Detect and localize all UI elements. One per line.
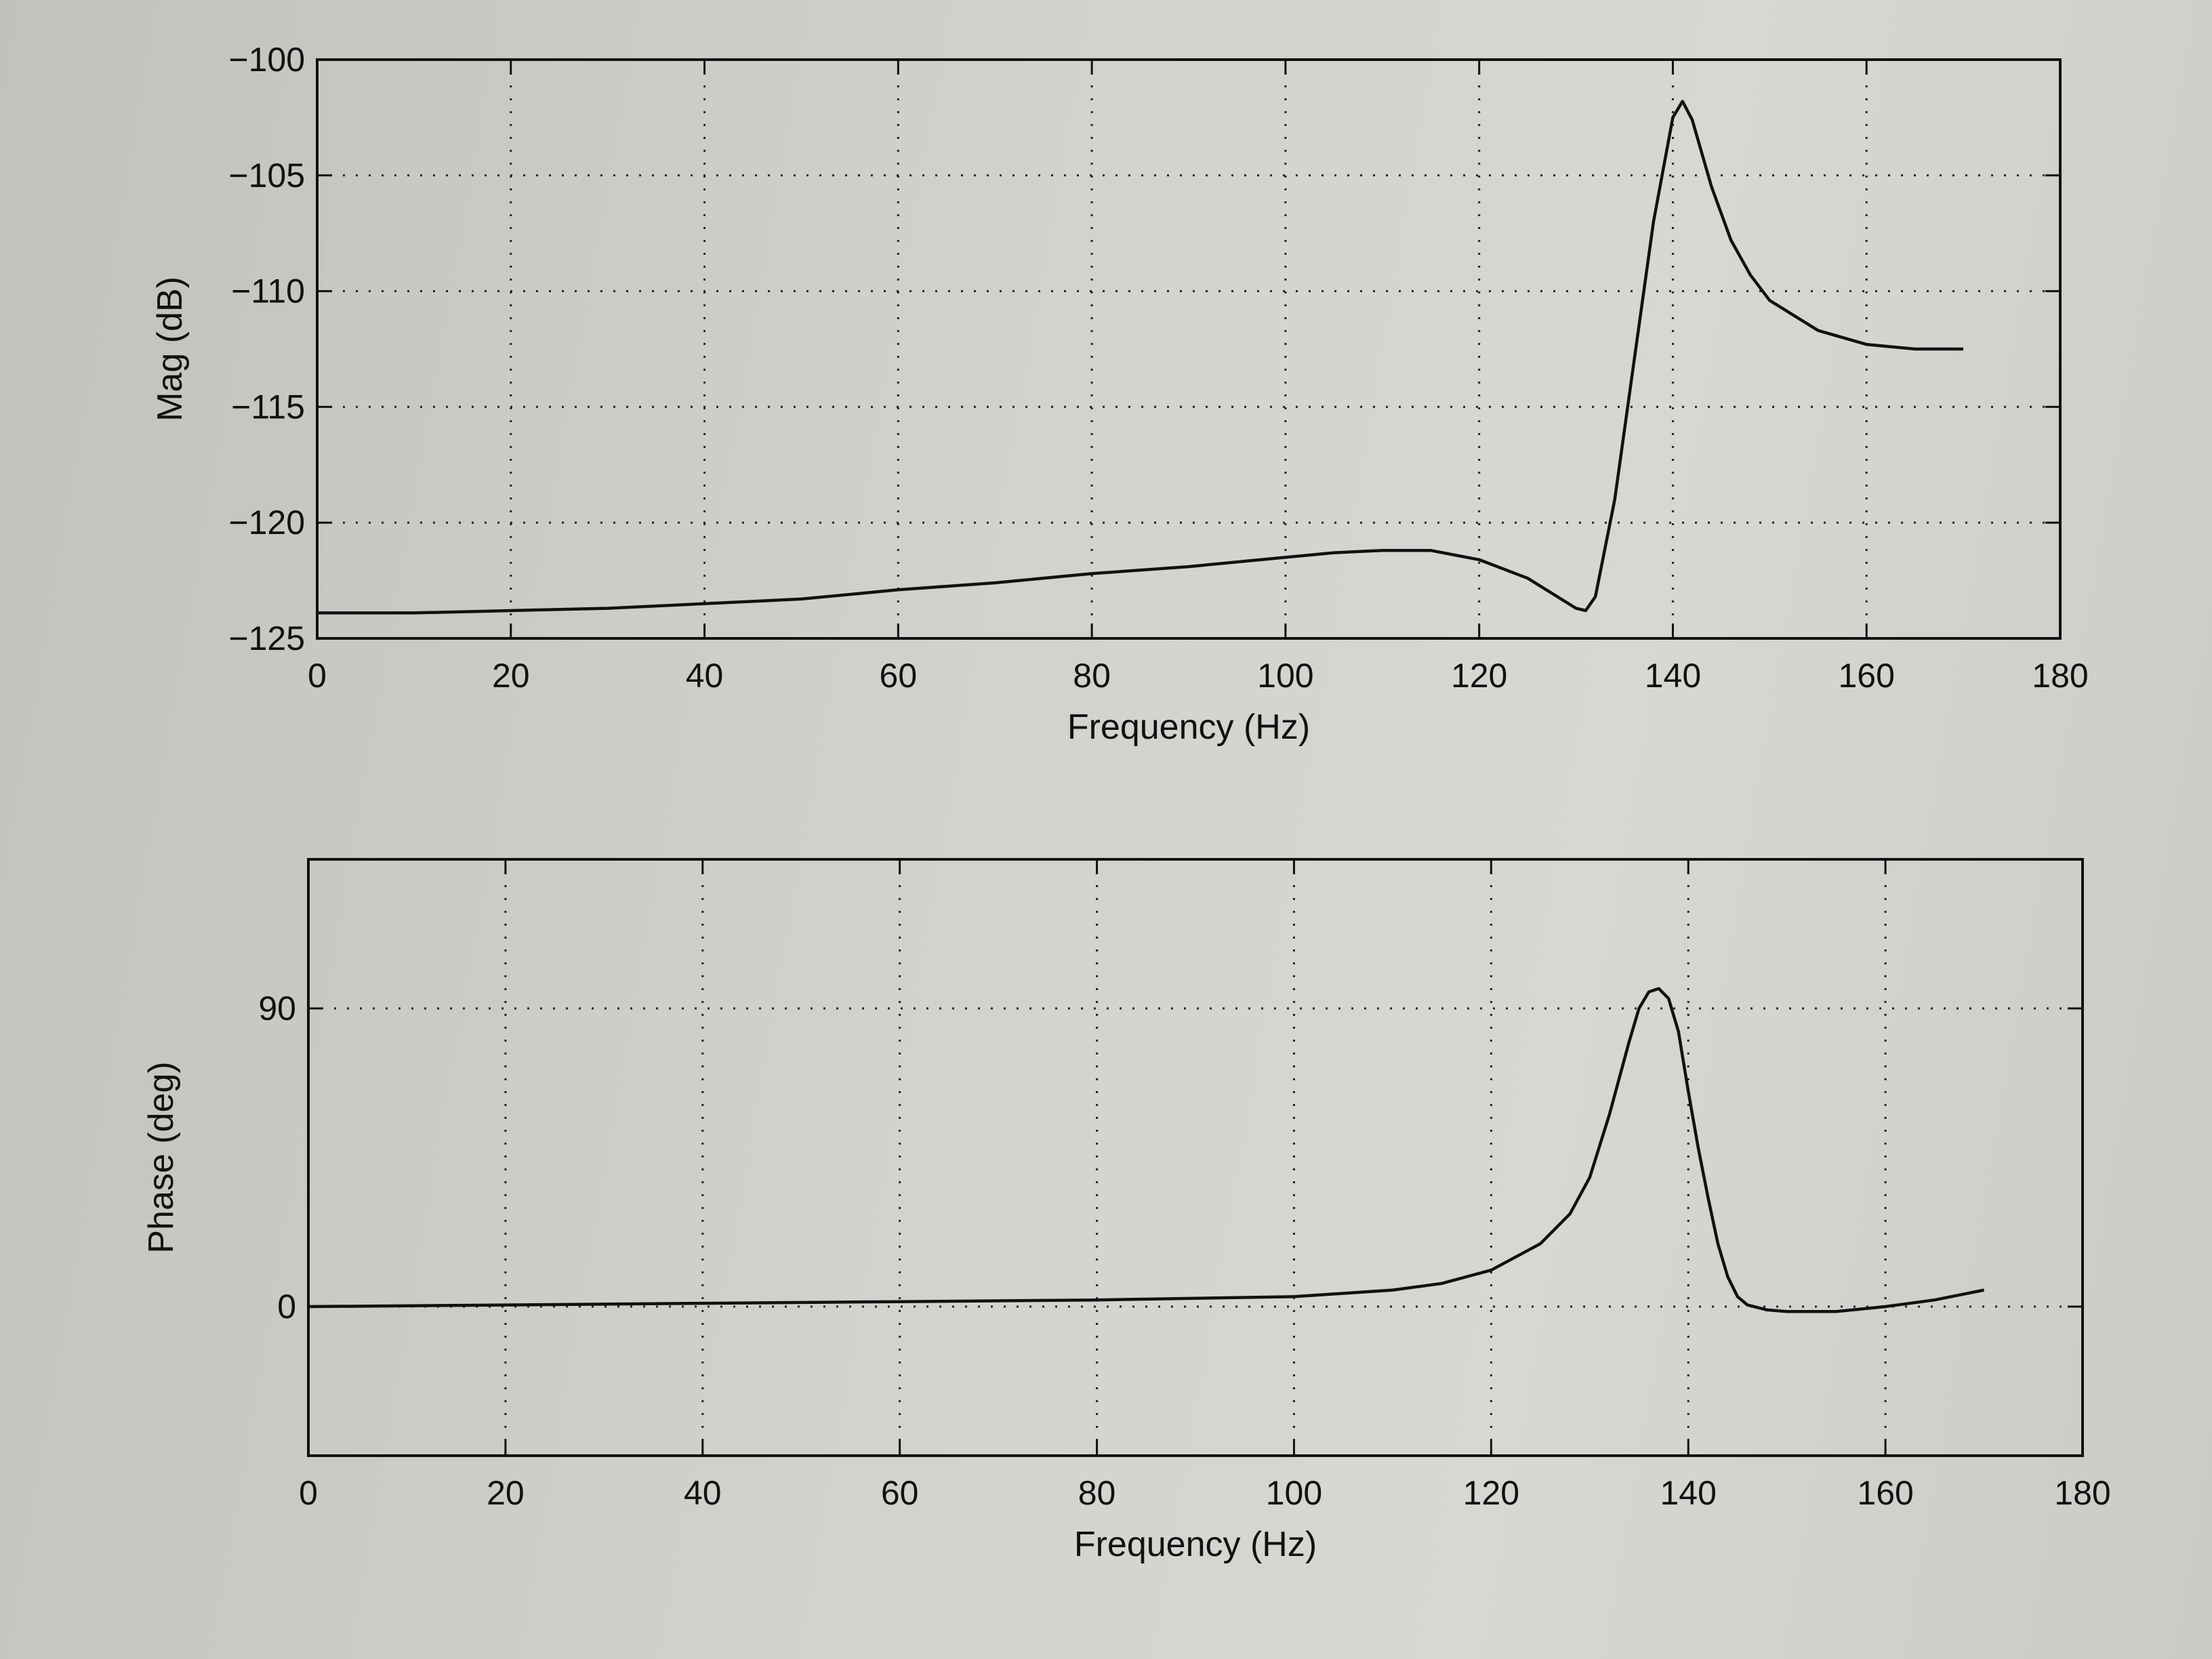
magnitude-grid (317, 60, 2060, 638)
magnitude-y-tick-label: −125 (228, 619, 305, 657)
magnitude-x-tick-label: 160 (1839, 657, 1895, 695)
magnitude-y-tick-label: −100 (228, 41, 305, 79)
magnitude-y-tick-label: −120 (228, 504, 305, 541)
magnitude-x-tick-label: 100 (1257, 657, 1313, 695)
phase-y-tick-label: 90 (258, 989, 296, 1027)
phase-grid (308, 859, 2083, 1456)
phase-x-tick-label: 160 (1857, 1474, 1913, 1512)
magnitude-x-tick-label: 20 (492, 657, 530, 695)
phase-x-tick-label: 0 (299, 1474, 318, 1512)
magnitude-x-tick-label: 80 (1073, 657, 1111, 695)
phase-x-tick-label: 60 (881, 1474, 919, 1512)
magnitude-plot: 0 20 40 60 80 100 120 140 160 180 −100 −105 −110 −115… (150, 41, 2089, 747)
magnitude-x-tick-label: 180 (2032, 657, 2088, 695)
magnitude-y-tick-label: −115 (231, 388, 305, 426)
magnitude-x-tick-label: 40 (686, 657, 724, 695)
magnitude-x-axis-label: Frequency (Hz) (1067, 708, 1310, 747)
phase-ticks: 0 20 40 60 80 100 120 140 160 180 0 90 (258, 859, 2111, 1512)
phase-x-tick-label: 100 (1266, 1474, 1322, 1512)
phase-y-axis-label: Phase (deg) (142, 1061, 181, 1253)
magnitude-y-tick-label: −110 (231, 272, 305, 310)
phase-series-line (308, 987, 1985, 1313)
phase-x-tick-label: 80 (1078, 1474, 1116, 1512)
phase-x-tick-label: 40 (684, 1474, 722, 1512)
phase-plot: 0 20 40 60 80 100 120 140 160 180 0 90 Frequency (H… (142, 858, 2111, 1564)
phase-x-tick-label: 120 (1463, 1474, 1519, 1512)
phase-y-tick-label: 0 (277, 1288, 296, 1326)
magnitude-ticks: 0 20 40 60 80 100 120 140 160 180 −100 −105 −110 −115… (228, 41, 2088, 695)
phase-axes-box (307, 858, 2084, 1457)
magnitude-axes-box (316, 58, 2062, 640)
magnitude-x-tick-label: 140 (1645, 657, 1701, 695)
magnitude-y-axis-label: Mag (dB) (150, 276, 190, 422)
magnitude-x-tick-label: 60 (880, 657, 918, 695)
magnitude-x-tick-label: 0 (308, 657, 327, 695)
phase-x-axis-label: Frequency (Hz) (1074, 1525, 1317, 1564)
magnitude-x-tick-label: 120 (1451, 657, 1507, 695)
magnitude-y-tick-label: −105 (228, 157, 305, 194)
phase-x-tick-label: 140 (1660, 1474, 1717, 1512)
phase-x-tick-label: 20 (487, 1474, 525, 1512)
phase-x-tick-label: 180 (2054, 1474, 2110, 1512)
magnitude-series-line (317, 100, 1964, 615)
